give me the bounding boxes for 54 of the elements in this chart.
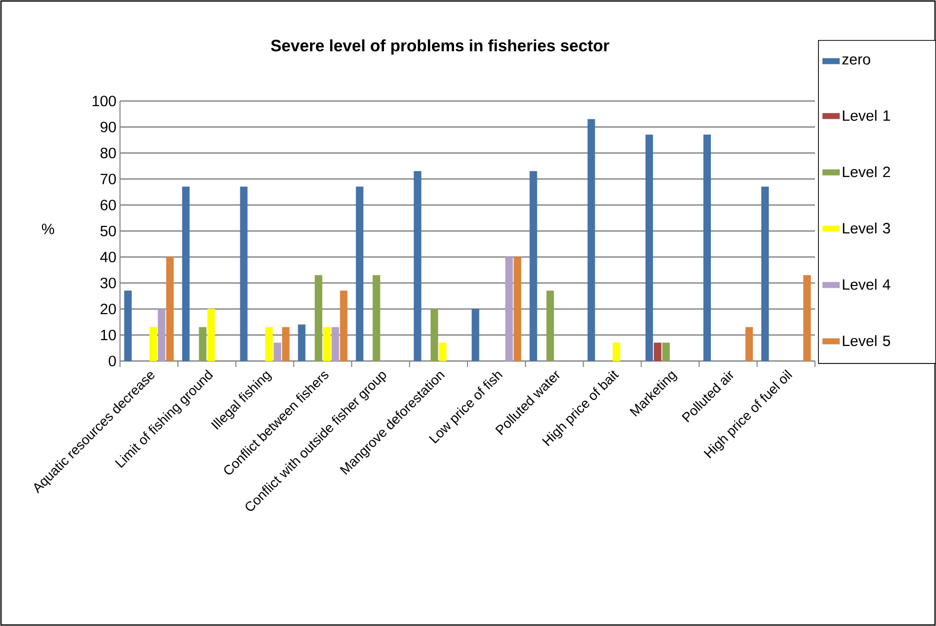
bar	[372, 275, 380, 362]
bar	[703, 134, 711, 362]
bar	[332, 327, 340, 362]
y-tick-label: 30	[100, 278, 116, 288]
y-tick-label: 40	[100, 252, 116, 262]
y-tick-label: 0	[108, 356, 116, 366]
legend-label: Level 5	[842, 335, 890, 346]
bar	[274, 342, 282, 362]
chart-title: Severe level of problems in fisheries sector	[270, 39, 610, 55]
bar	[314, 275, 322, 362]
bar	[588, 119, 596, 362]
bar	[207, 308, 215, 362]
bar	[530, 171, 538, 362]
bar	[166, 256, 174, 362]
legend-label: Level 2	[842, 166, 890, 178]
bar	[645, 134, 653, 362]
y-tick-label: 80	[100, 148, 116, 158]
y-tick-label: 70	[100, 174, 116, 184]
bar	[505, 256, 513, 362]
bar	[282, 327, 290, 362]
bar	[745, 327, 753, 362]
legend-label: zero	[842, 56, 870, 65]
bar	[240, 186, 248, 362]
bar	[298, 324, 306, 362]
bar	[340, 290, 348, 362]
bar	[472, 308, 480, 362]
bar	[514, 256, 522, 362]
y-tick-label: 10	[101, 330, 116, 340]
bar	[149, 327, 157, 362]
bar	[803, 275, 811, 362]
y-tick-label: 60	[100, 200, 116, 210]
bar	[439, 342, 446, 362]
bar	[654, 342, 662, 362]
bar	[414, 171, 422, 362]
y-tick-label: 90	[100, 122, 116, 132]
legend-label: Level 1	[842, 110, 890, 121]
bar	[198, 327, 206, 362]
y-tick-label: 20	[100, 304, 116, 314]
legend-label: Level 3	[842, 222, 890, 234]
legend-label: Level 4	[842, 278, 890, 290]
y-axis-title: %	[42, 224, 54, 234]
y-tick-label: 100	[92, 96, 116, 106]
bar	[761, 186, 769, 362]
bar	[356, 186, 364, 362]
bar	[546, 290, 554, 362]
bar	[265, 327, 273, 362]
bar	[323, 327, 331, 362]
bar	[158, 308, 166, 362]
bar	[430, 308, 438, 362]
bar	[124, 290, 132, 362]
bar	[662, 342, 670, 362]
bar	[612, 342, 620, 362]
bar	[182, 186, 190, 362]
y-tick-label: 50	[100, 226, 116, 236]
